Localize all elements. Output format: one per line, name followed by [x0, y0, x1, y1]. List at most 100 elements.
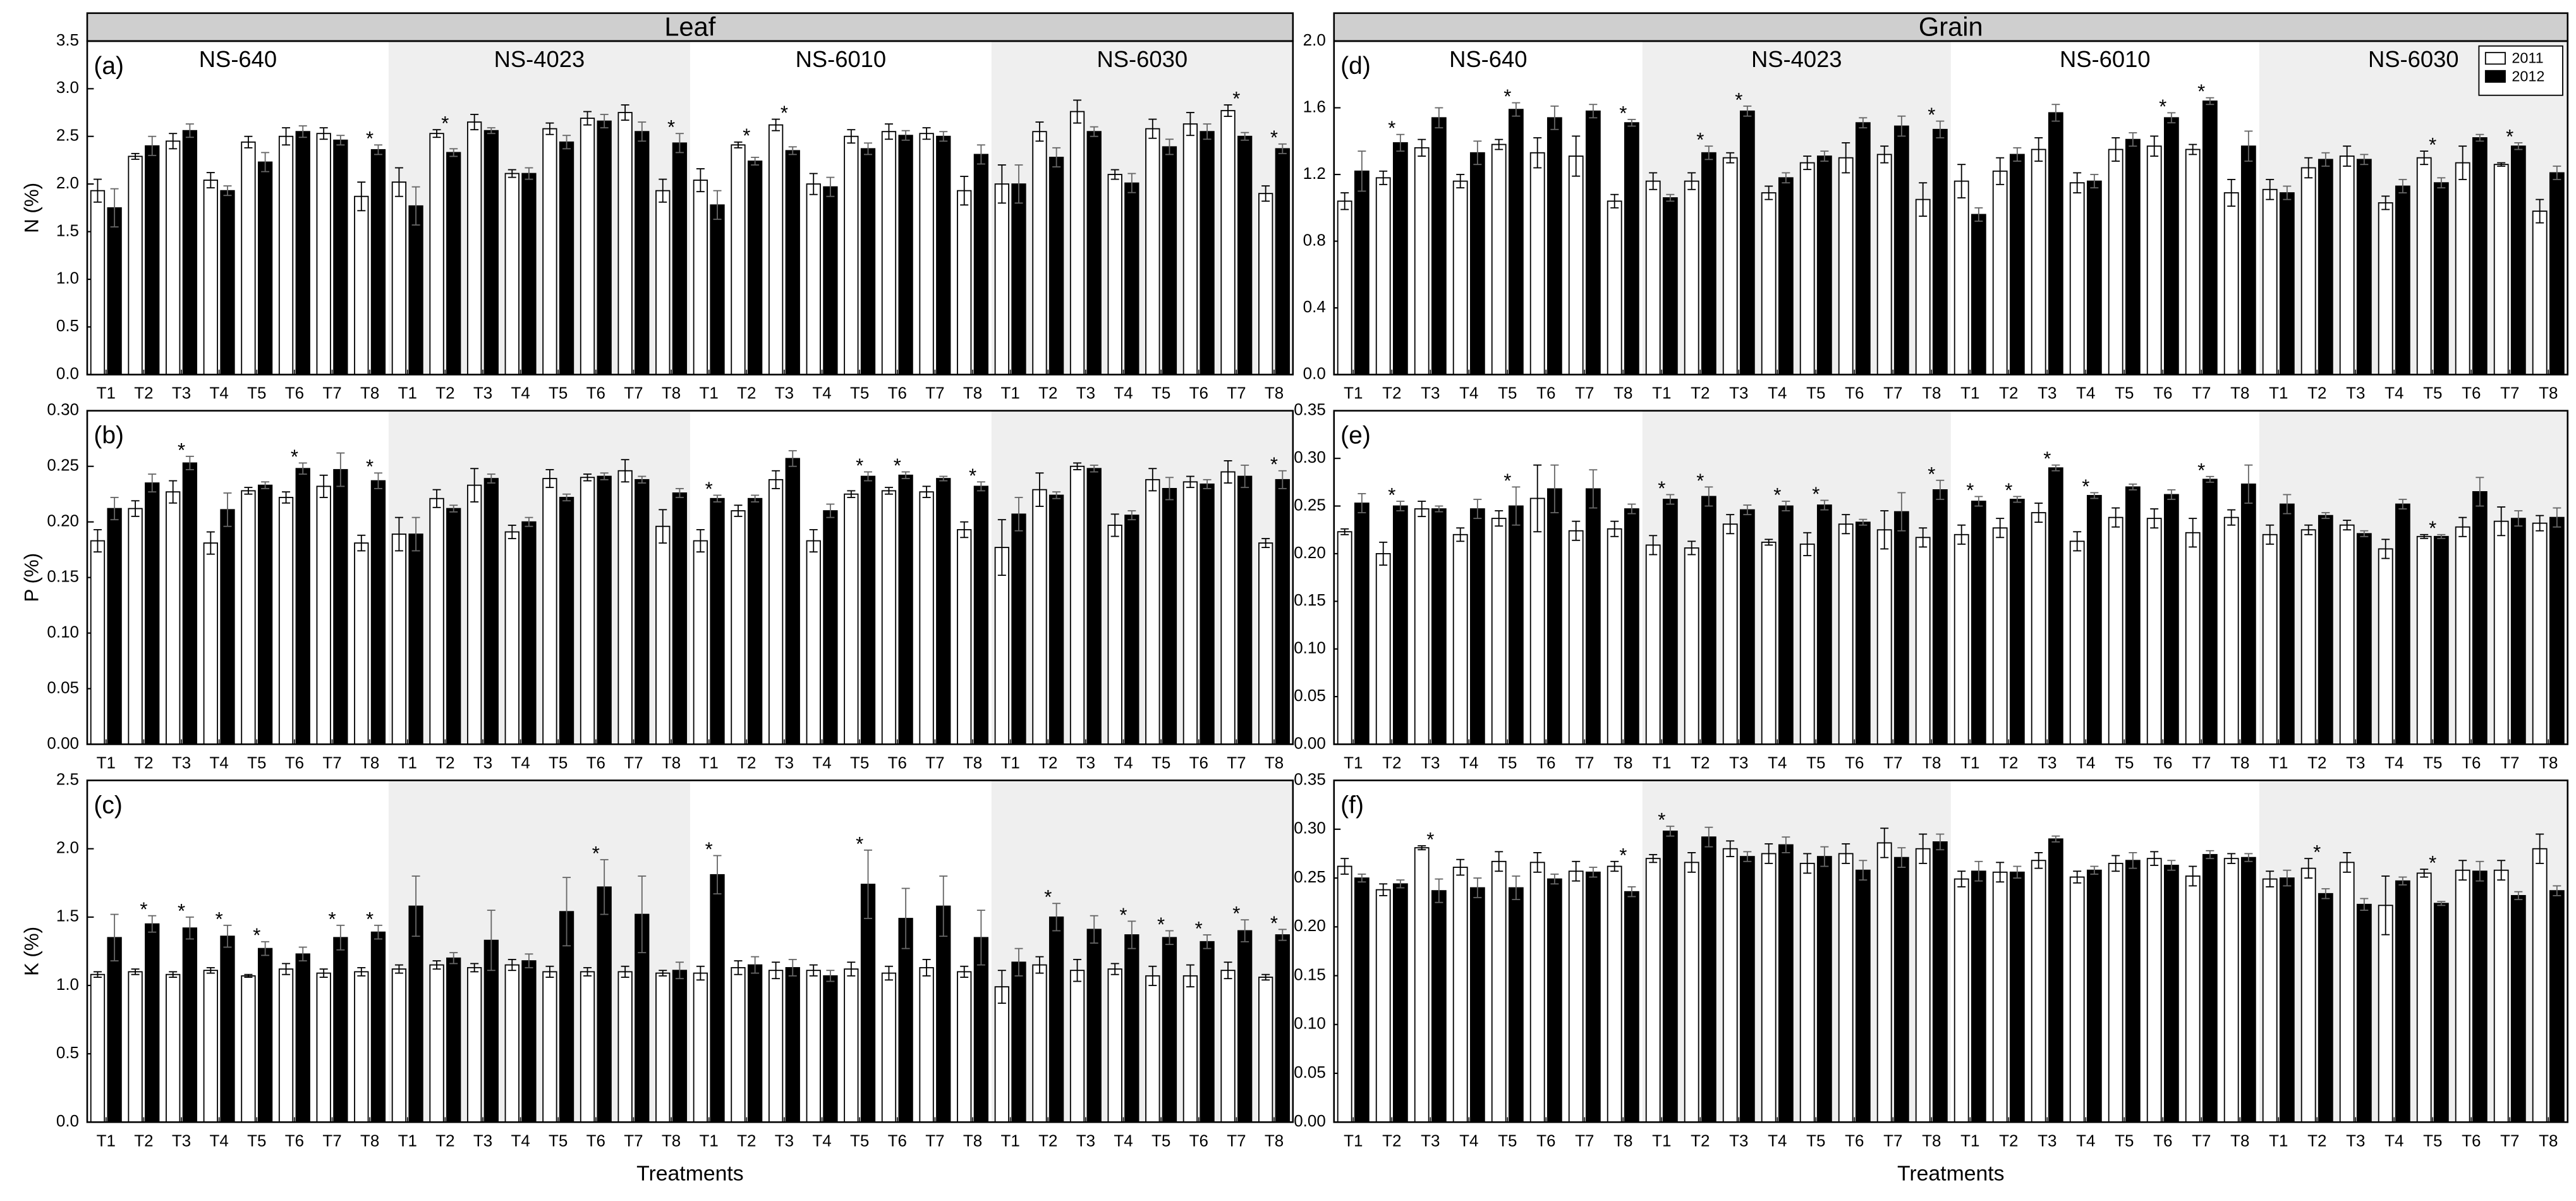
- bar: [107, 937, 122, 1123]
- bar: [354, 195, 369, 375]
- x-tick-label: T2: [435, 1131, 454, 1150]
- bar: [1662, 499, 1678, 745]
- bar: [617, 470, 633, 745]
- bar: [2086, 180, 2102, 375]
- bar: [1971, 501, 1986, 745]
- x-tick-label: T6: [1845, 1131, 1864, 1150]
- y-tick-label: 0.10: [1294, 638, 1326, 657]
- x-tick-label: T4: [1768, 753, 1787, 772]
- bar: [521, 960, 537, 1123]
- bar: [1069, 970, 1085, 1123]
- bar: [2532, 522, 2548, 745]
- bar: [1275, 479, 1290, 745]
- bar: [2069, 540, 2085, 745]
- bar: [2433, 535, 2449, 745]
- bar: [710, 204, 725, 375]
- significance-mark: *: [2429, 134, 2436, 156]
- bar: [295, 131, 310, 375]
- bar: [1529, 862, 1545, 1123]
- bar: [333, 139, 348, 375]
- x-tick-label: T7: [1883, 753, 1902, 772]
- x-tick-label: T8: [2230, 753, 2249, 772]
- x-tick-label: T2: [737, 1131, 756, 1150]
- bar: [1124, 934, 1139, 1123]
- bar: [182, 927, 198, 1123]
- bar: [1932, 128, 1948, 375]
- bar: [504, 531, 519, 745]
- x-tick-label: T6: [1845, 753, 1864, 772]
- y-tick-label: 0.0: [1303, 363, 1326, 382]
- x-tick-label: T3: [2346, 1131, 2365, 1150]
- x-tick-label: T2: [2307, 1131, 2326, 1150]
- significance-mark: *: [1928, 463, 1935, 485]
- x-tick-label: T7: [1227, 753, 1246, 772]
- bar: [354, 542, 369, 745]
- y-tick-label: 0.05: [47, 678, 79, 697]
- y-tick-label: 0.30: [47, 400, 79, 419]
- bar: [370, 149, 386, 375]
- bar: [1855, 122, 1871, 375]
- bar: [1915, 537, 1931, 745]
- bar: [2086, 869, 2102, 1123]
- bar: [107, 207, 122, 375]
- bar: [446, 508, 461, 745]
- bar: [844, 135, 859, 375]
- bar: [1585, 871, 1601, 1123]
- bar: [278, 968, 294, 1123]
- bar: [731, 510, 746, 745]
- y-tick-label: 1.2: [1303, 164, 1326, 183]
- bar: [483, 478, 499, 745]
- bar: [2240, 857, 2256, 1123]
- bar: [2395, 185, 2410, 375]
- x-tick-label: T7: [322, 384, 341, 403]
- x-tick-label: T2: [1691, 753, 1710, 772]
- bar: [2009, 154, 2025, 375]
- bar: [898, 474, 913, 745]
- x-tick-label: T4: [1768, 1131, 1787, 1150]
- x-tick-label: T4: [1114, 753, 1133, 772]
- x-tick-label: T4: [2385, 1131, 2403, 1150]
- x-tick-label: T7: [624, 384, 643, 403]
- bar: [710, 497, 725, 745]
- x-tick-label: T8: [1265, 384, 1284, 403]
- x-tick-label: T5: [850, 1131, 869, 1150]
- bar: [957, 971, 972, 1123]
- bar: [483, 130, 499, 375]
- bar: [2146, 858, 2162, 1123]
- bar: [823, 510, 838, 745]
- y-tick-label: 0.8: [1303, 230, 1326, 249]
- x-tick-label: T4: [1114, 384, 1133, 403]
- bar: [635, 131, 650, 375]
- bar: [2472, 491, 2488, 745]
- bar: [1011, 961, 1026, 1123]
- bar: [597, 120, 612, 375]
- bar: [2185, 149, 2201, 375]
- bar: [1546, 117, 1562, 375]
- x-tick-label: T6: [1189, 753, 1208, 772]
- bar: [1237, 475, 1253, 745]
- bar: [521, 173, 537, 375]
- bar: [2223, 192, 2239, 375]
- bar: [1032, 489, 1047, 745]
- x-tick-label: T3: [775, 384, 794, 403]
- bar: [2279, 503, 2295, 745]
- x-tick-label: T6: [285, 1131, 304, 1150]
- bar: [2356, 903, 2372, 1123]
- bar: [860, 148, 876, 375]
- x-tick-label: T8: [1922, 1131, 1941, 1150]
- bar: [1392, 883, 1408, 1123]
- bar: [203, 542, 218, 745]
- bar: [145, 923, 160, 1123]
- significance-mark: *: [328, 908, 336, 930]
- x-tick-label: T3: [473, 384, 492, 403]
- bar: [1032, 131, 1047, 375]
- bar: [1761, 853, 1777, 1123]
- group-label: NS-640: [1449, 46, 1527, 72]
- x-tick-label: T5: [2423, 753, 2442, 772]
- bar: [2510, 145, 2526, 375]
- bar: [2532, 210, 2548, 375]
- x-tick-label: T3: [172, 753, 191, 772]
- bar: [128, 508, 143, 745]
- bar: [785, 150, 800, 375]
